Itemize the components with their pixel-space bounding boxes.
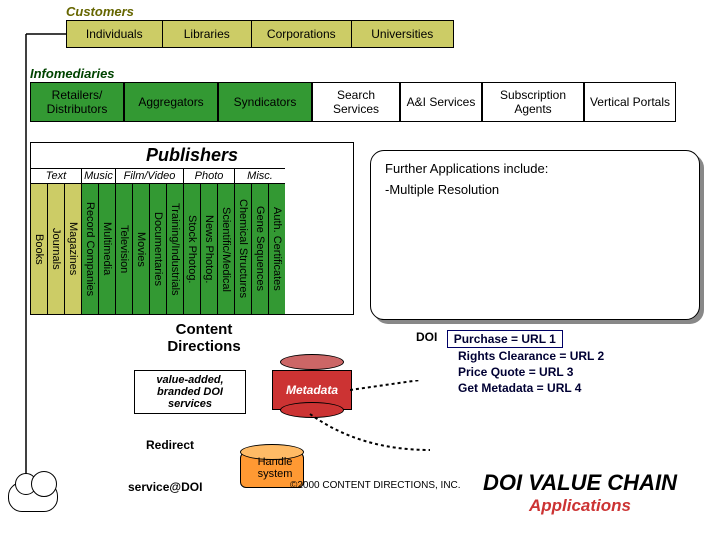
pub-item: News Photog.: [201, 184, 218, 314]
pub-category: PhotoStock Photog.News Photog.Scientific…: [184, 168, 235, 314]
pub-category: Misc.Chemical StructuresGene SequencesAu…: [235, 168, 285, 314]
customers-bar: IndividualsLibrariesCorporationsUniversi…: [66, 20, 454, 48]
pub-item: Television: [116, 184, 133, 314]
publishers-title: Publishers: [31, 143, 353, 168]
pub-item: Books: [31, 184, 48, 314]
doi-map: DOI Purchase = URL 1 Rights Clearance = …: [416, 330, 696, 397]
doi-lines: Rights Clearance = URL 2Price Quote = UR…: [458, 348, 696, 397]
pub-cat-label: Music: [82, 169, 115, 183]
value-chain-title: DOI VALUE CHAIN Applications: [450, 470, 710, 516]
doi-line: Rights Clearance = URL 2: [458, 348, 696, 364]
infomed-cell: Syndicators: [218, 82, 312, 122]
further-heading: Further Applications include:: [385, 161, 685, 176]
pub-item: Scientific/Medical: [218, 184, 234, 314]
pub-category: MusicRecord CompaniesMultimedia: [82, 168, 116, 314]
infomed-cell: Vertical Portals: [584, 82, 676, 122]
pub-item: Journals: [48, 184, 65, 314]
cloud-icon: [8, 482, 58, 512]
redirect-label: Redirect: [146, 438, 194, 452]
value-added-box: value-added, branded DOI services: [134, 370, 246, 414]
infomed-cell: Aggregators: [124, 82, 218, 122]
pub-category: Film/VideoTelevisionMoviesDocumentariesT…: [116, 168, 184, 314]
pub-item: Magazines: [65, 184, 81, 314]
content-directions-title: Content Directions: [134, 322, 274, 355]
doi-line: Price Quote = URL 3: [458, 364, 696, 380]
pub-item: Multimedia: [99, 184, 115, 314]
further-applications-box: Further Applications include: -Multiple …: [370, 150, 700, 320]
doi-line: Get Metadata = URL 4: [458, 380, 696, 396]
pub-item: Chemical Structures: [235, 184, 252, 314]
pub-cat-label: Film/Video: [116, 169, 183, 183]
infomed-cell: Retailers/ Distributors: [30, 82, 124, 122]
pub-category: TextBooksJournalsMagazines: [31, 168, 82, 314]
customer-cell: Corporations: [252, 21, 351, 47]
customer-cell: Libraries: [163, 21, 253, 47]
copyright: ©2000 CONTENT DIRECTIONS, INC.: [290, 480, 461, 491]
service-label: service@DOI: [128, 480, 202, 494]
publishers-box: Publishers TextBooksJournalsMagazinesMus…: [30, 142, 354, 315]
pub-item: Training/Industrials: [167, 184, 183, 314]
pub-cat-label: Misc.: [235, 169, 285, 183]
infomed-cell: Search Services: [312, 82, 400, 122]
pub-item: Movies: [133, 184, 150, 314]
infomed-cell: A&I Services: [400, 82, 482, 122]
infomediaries-label: Infomediaries: [30, 66, 115, 81]
doi-box: Purchase = URL 1: [447, 330, 563, 348]
infomediaries-bar: Retailers/ DistributorsAggregatorsSyndic…: [30, 82, 690, 122]
pub-item: Auth. Certificates: [269, 184, 285, 314]
customers-label: Customers: [66, 4, 134, 19]
pub-item: Record Companies: [82, 184, 99, 314]
dotted-connector-1: [350, 380, 430, 400]
pub-item: Documentaries: [150, 184, 167, 314]
handle-label: Handle system: [250, 456, 300, 480]
publishers-categories: TextBooksJournalsMagazinesMusicRecord Co…: [31, 168, 353, 314]
pub-item: Stock Photog.: [184, 184, 201, 314]
dotted-connector-2: [300, 400, 440, 460]
pub-cat-label: Text: [31, 169, 81, 183]
pub-cat-label: Photo: [184, 169, 234, 183]
infomed-cell: Subscription Agents: [482, 82, 584, 122]
metadata-cylinder-top: [280, 354, 344, 370]
customer-cell: Universities: [352, 21, 453, 47]
further-line1: -Multiple Resolution: [385, 182, 685, 197]
pub-item: Gene Sequences: [252, 184, 269, 314]
doi-label: DOI: [416, 330, 437, 344]
customer-cell: Individuals: [67, 21, 163, 47]
